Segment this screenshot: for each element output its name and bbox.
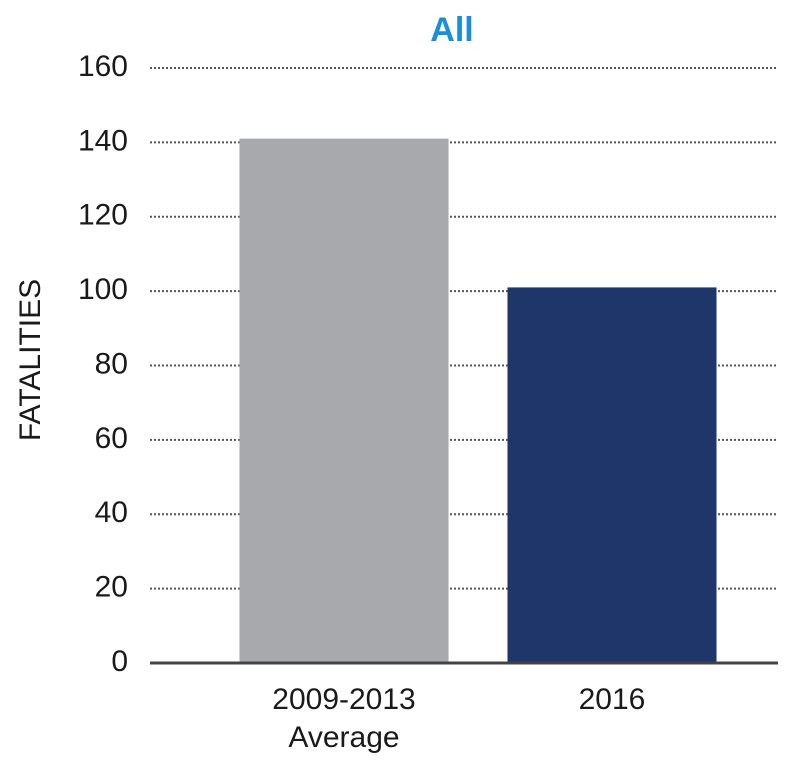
x-tick-label: 2016 [578, 683, 646, 716]
y-tick-label: 140 [78, 124, 128, 157]
x-tick-label: 2009-2013 Average [272, 683, 416, 754]
y-tick-label: 80 [95, 347, 128, 380]
y-tick-label: 20 [95, 571, 128, 604]
bar [239, 138, 449, 663]
y-tick-label: 0 [111, 645, 128, 678]
y-tick-label: 160 [78, 50, 128, 83]
y-tick-label: 40 [95, 496, 128, 529]
y-tick-label: 100 [78, 273, 128, 306]
y-tick-label: 120 [78, 199, 128, 232]
y-tick-label: 60 [95, 422, 128, 455]
bar [507, 287, 717, 663]
chart-title: All [430, 11, 473, 49]
y-axis-label: FATALITIES [14, 279, 47, 441]
